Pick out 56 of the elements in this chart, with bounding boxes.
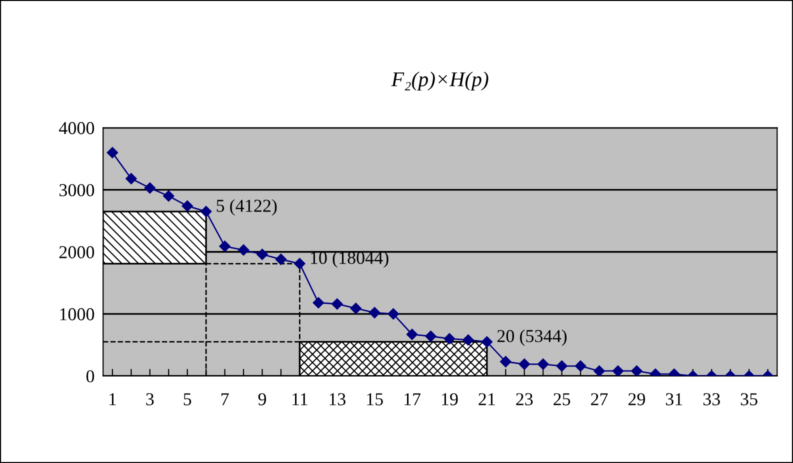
point [594, 365, 605, 376]
y-tick-label: 4000 [59, 122, 94, 134]
y-tick-label: 2000 [59, 246, 94, 258]
x-tick-label: 27 [591, 393, 608, 406]
point [182, 200, 193, 212]
x-tick-label: 21 [478, 393, 495, 406]
x-tick-label: 19 [442, 393, 458, 406]
point [312, 297, 324, 308]
annotation: 5 (4122) [216, 199, 277, 216]
x-tick-label: 13 [330, 393, 346, 406]
point [518, 358, 530, 370]
point [444, 333, 456, 344]
point [144, 182, 156, 194]
y-tick-label: 0 [86, 370, 94, 382]
point [238, 244, 250, 256]
annotation: 10 (18044) [311, 251, 388, 268]
point [481, 336, 493, 348]
x-tick-label: 3 [146, 393, 154, 406]
x-tick-label: 31 [666, 393, 682, 406]
x-tick-label: 15 [367, 393, 383, 406]
x-tick-label: 17 [404, 393, 421, 406]
point [106, 147, 118, 158]
point [294, 258, 306, 270]
point [126, 173, 137, 184]
point [462, 334, 474, 346]
point [425, 330, 436, 342]
point [332, 298, 343, 310]
point [350, 302, 362, 314]
point [500, 356, 512, 368]
point [631, 365, 642, 376]
x-tick-label: 23 [516, 393, 533, 406]
point [256, 248, 268, 260]
point [163, 190, 174, 202]
x-tick-label: 35 [740, 393, 758, 406]
point [537, 358, 549, 370]
annotation: 20 (5344) [497, 329, 567, 346]
point [200, 206, 212, 218]
x-tick-label: 1 [110, 393, 116, 406]
x-tick-label: 5 [184, 393, 192, 406]
point [275, 254, 287, 265]
x-tick-label: 11 [292, 393, 308, 406]
point [368, 307, 380, 318]
x-tick-label: 33 [703, 393, 720, 406]
point [219, 240, 230, 252]
point [556, 360, 568, 372]
x-tick-label: 9 [258, 393, 266, 406]
y-tick-label: 1000 [60, 308, 94, 320]
point [406, 328, 418, 340]
point [574, 360, 586, 372]
x-tick-label: 7 [221, 393, 229, 406]
chart-title: F₂(p)×H(p) [391, 72, 488, 91]
point [388, 308, 399, 320]
x-tick-label: 29 [628, 393, 645, 406]
x-tick-label: 25 [554, 393, 570, 406]
y-tick-label: 3000 [60, 184, 94, 196]
point [612, 365, 624, 376]
